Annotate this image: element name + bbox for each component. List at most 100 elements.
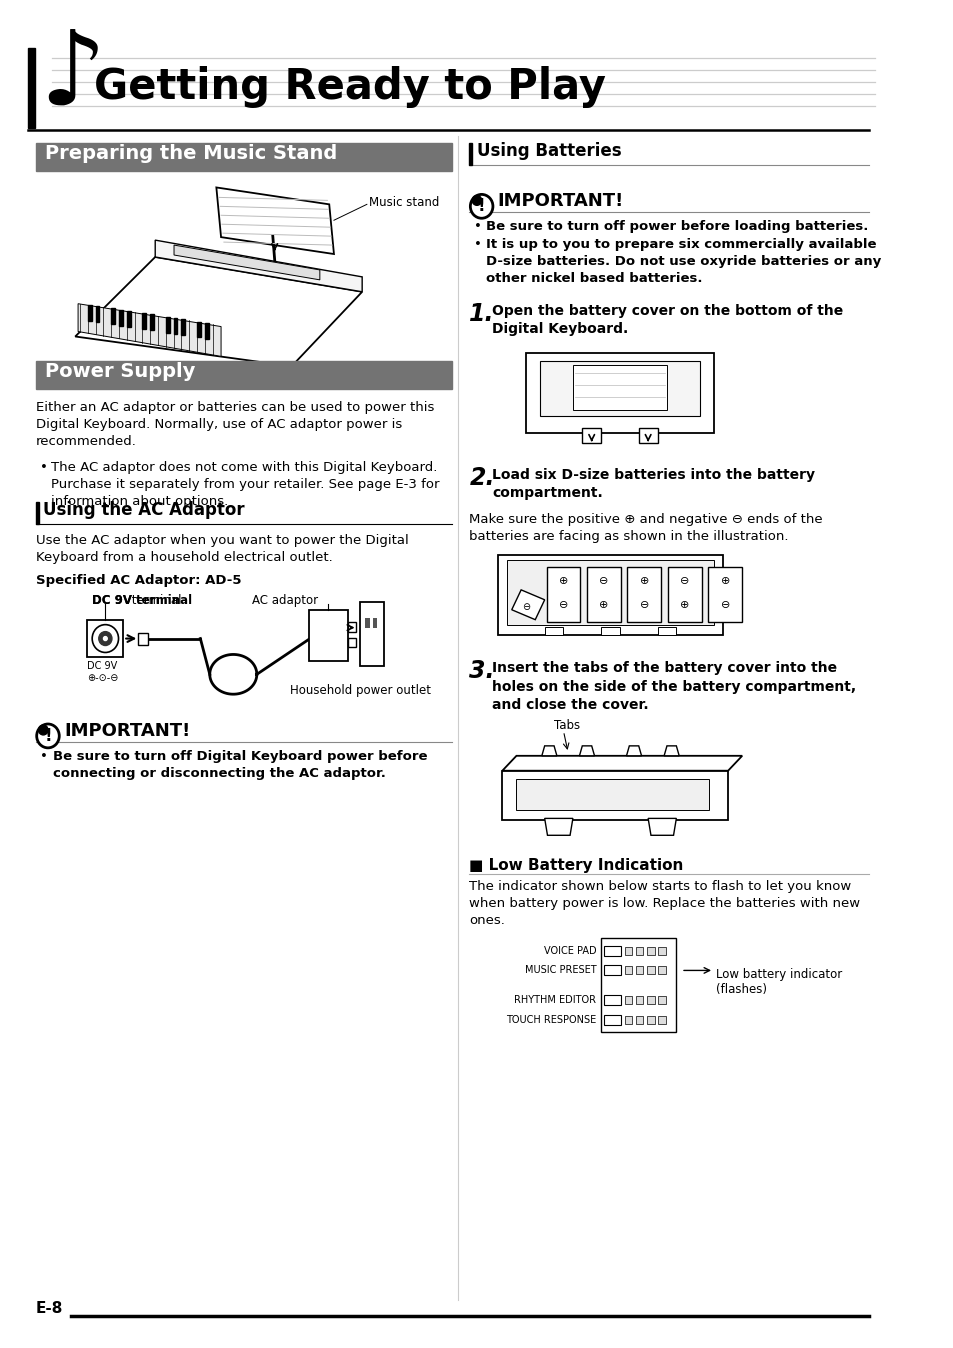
Bar	[658, 946, 665, 954]
Text: Using the AC Adaptor: Using the AC Adaptor	[43, 501, 245, 519]
Polygon shape	[647, 818, 676, 836]
Text: ⊖: ⊖	[679, 576, 689, 586]
Bar	[657, 627, 676, 635]
Circle shape	[470, 194, 493, 218]
Bar	[603, 965, 620, 976]
Bar	[181, 319, 185, 336]
Bar	[506, 559, 713, 624]
Bar	[35, 143, 452, 171]
Bar	[546, 568, 579, 621]
Bar	[624, 1016, 632, 1024]
Text: •: •	[40, 461, 49, 473]
Text: terminal: terminal	[128, 594, 181, 607]
Text: Getting Ready to Play: Getting Ready to Play	[94, 66, 605, 108]
Text: Power Supply: Power Supply	[45, 363, 195, 381]
Text: DC 9V terminal: DC 9V terminal	[92, 594, 193, 607]
Polygon shape	[663, 745, 679, 756]
Text: RHYTHM EDITOR: RHYTHM EDITOR	[514, 995, 596, 1006]
Text: ⊖: ⊖	[598, 576, 608, 586]
Text: IMPORTANT!: IMPORTANT!	[497, 193, 623, 210]
Text: Specified AC Adaptor: AD-5: Specified AC Adaptor: AD-5	[35, 574, 241, 586]
Text: •: •	[40, 749, 49, 763]
Bar	[35, 361, 452, 390]
Text: Tabs: Tabs	[554, 718, 579, 732]
Bar	[603, 995, 620, 1006]
Text: VOICE PAD: VOICE PAD	[543, 945, 596, 956]
Text: Be sure to turn off power before loading batteries.: Be sure to turn off power before loading…	[486, 220, 868, 233]
Text: IMPORTANT!: IMPORTANT!	[64, 723, 190, 740]
Text: !: !	[44, 727, 51, 745]
Text: TOUCH RESPONSE: TOUCH RESPONSE	[506, 1015, 596, 1024]
Text: Low battery indicator
(flashes): Low battery indicator (flashes)	[715, 968, 841, 996]
Bar	[95, 306, 99, 322]
Bar	[308, 609, 348, 662]
Text: !: !	[477, 197, 485, 216]
Circle shape	[92, 624, 118, 652]
Bar	[646, 946, 654, 954]
Bar	[497, 555, 722, 635]
Bar	[581, 427, 600, 442]
Bar	[707, 568, 741, 621]
Bar	[624, 996, 632, 1004]
Text: Using Batteries: Using Batteries	[476, 142, 621, 159]
Bar	[539, 361, 700, 417]
Bar	[646, 967, 654, 975]
Polygon shape	[578, 745, 594, 756]
Text: ⊕: ⊕	[639, 576, 648, 586]
Bar	[667, 568, 701, 621]
Text: •: •	[474, 220, 481, 233]
Polygon shape	[541, 745, 557, 756]
Polygon shape	[173, 245, 319, 280]
Text: ⊖: ⊖	[720, 600, 729, 609]
Bar	[627, 568, 660, 621]
Circle shape	[103, 636, 107, 640]
Bar	[603, 1015, 620, 1024]
Bar	[88, 620, 123, 658]
Polygon shape	[155, 240, 362, 291]
Polygon shape	[75, 257, 362, 367]
Bar	[469, 143, 472, 164]
Text: DC 9V: DC 9V	[92, 594, 132, 607]
Bar	[119, 310, 123, 326]
Polygon shape	[511, 590, 544, 620]
Polygon shape	[78, 303, 221, 356]
Text: 1.: 1.	[469, 302, 495, 326]
Text: Open the battery cover on the bottom of the
Digital Keyboard.: Open the battery cover on the bottom of …	[492, 303, 842, 336]
Text: 2.: 2.	[469, 465, 495, 489]
Text: The indicator shown below starts to flash to let you know
when battery power is : The indicator shown below starts to flas…	[469, 880, 860, 927]
Bar	[600, 627, 619, 635]
Text: ⊖: ⊖	[558, 600, 568, 609]
Bar	[360, 601, 383, 666]
Bar	[138, 632, 148, 644]
Text: It is up to you to prepare six commercially available
D-size batteries. Do not u: It is up to you to prepare six commercia…	[486, 239, 881, 286]
Bar	[544, 627, 563, 635]
Text: ⊕: ⊕	[679, 600, 689, 609]
Polygon shape	[502, 756, 741, 771]
Text: The AC adaptor does not come with this Digital Keyboard.
Purchase it separately : The AC adaptor does not come with this D…	[51, 461, 438, 508]
Text: Be sure to turn off Digital Keyboard power before
connecting or disconnecting th: Be sure to turn off Digital Keyboard pow…	[52, 749, 427, 780]
Text: Music stand: Music stand	[369, 195, 438, 209]
Bar	[636, 967, 642, 975]
Text: ♪: ♪	[39, 27, 106, 128]
Text: ⊖: ⊖	[639, 600, 648, 609]
Bar	[600, 938, 676, 1033]
Bar	[646, 1016, 654, 1024]
Bar	[624, 946, 632, 954]
Bar	[586, 568, 620, 621]
Polygon shape	[626, 745, 640, 756]
Bar	[658, 967, 665, 975]
Text: ⊕: ⊕	[720, 576, 729, 586]
Text: Insert the tabs of the battery cover into the
holes on the side of the battery c: Insert the tabs of the battery cover int…	[492, 662, 855, 712]
Bar	[348, 621, 355, 632]
Bar	[205, 322, 209, 338]
Text: Household power outlet: Household power outlet	[290, 685, 431, 697]
Text: 3.: 3.	[469, 659, 495, 683]
Circle shape	[38, 725, 48, 735]
Text: Load six D-size batteries into the battery
compartment.: Load six D-size batteries into the batte…	[492, 468, 814, 500]
Bar	[525, 353, 713, 433]
Bar	[112, 309, 114, 325]
Bar	[142, 313, 146, 329]
Bar	[516, 779, 708, 810]
Bar	[636, 1016, 642, 1024]
Text: Use the AC adaptor when you want to power the Digital
Keyboard from a household : Use the AC adaptor when you want to powe…	[35, 534, 408, 565]
